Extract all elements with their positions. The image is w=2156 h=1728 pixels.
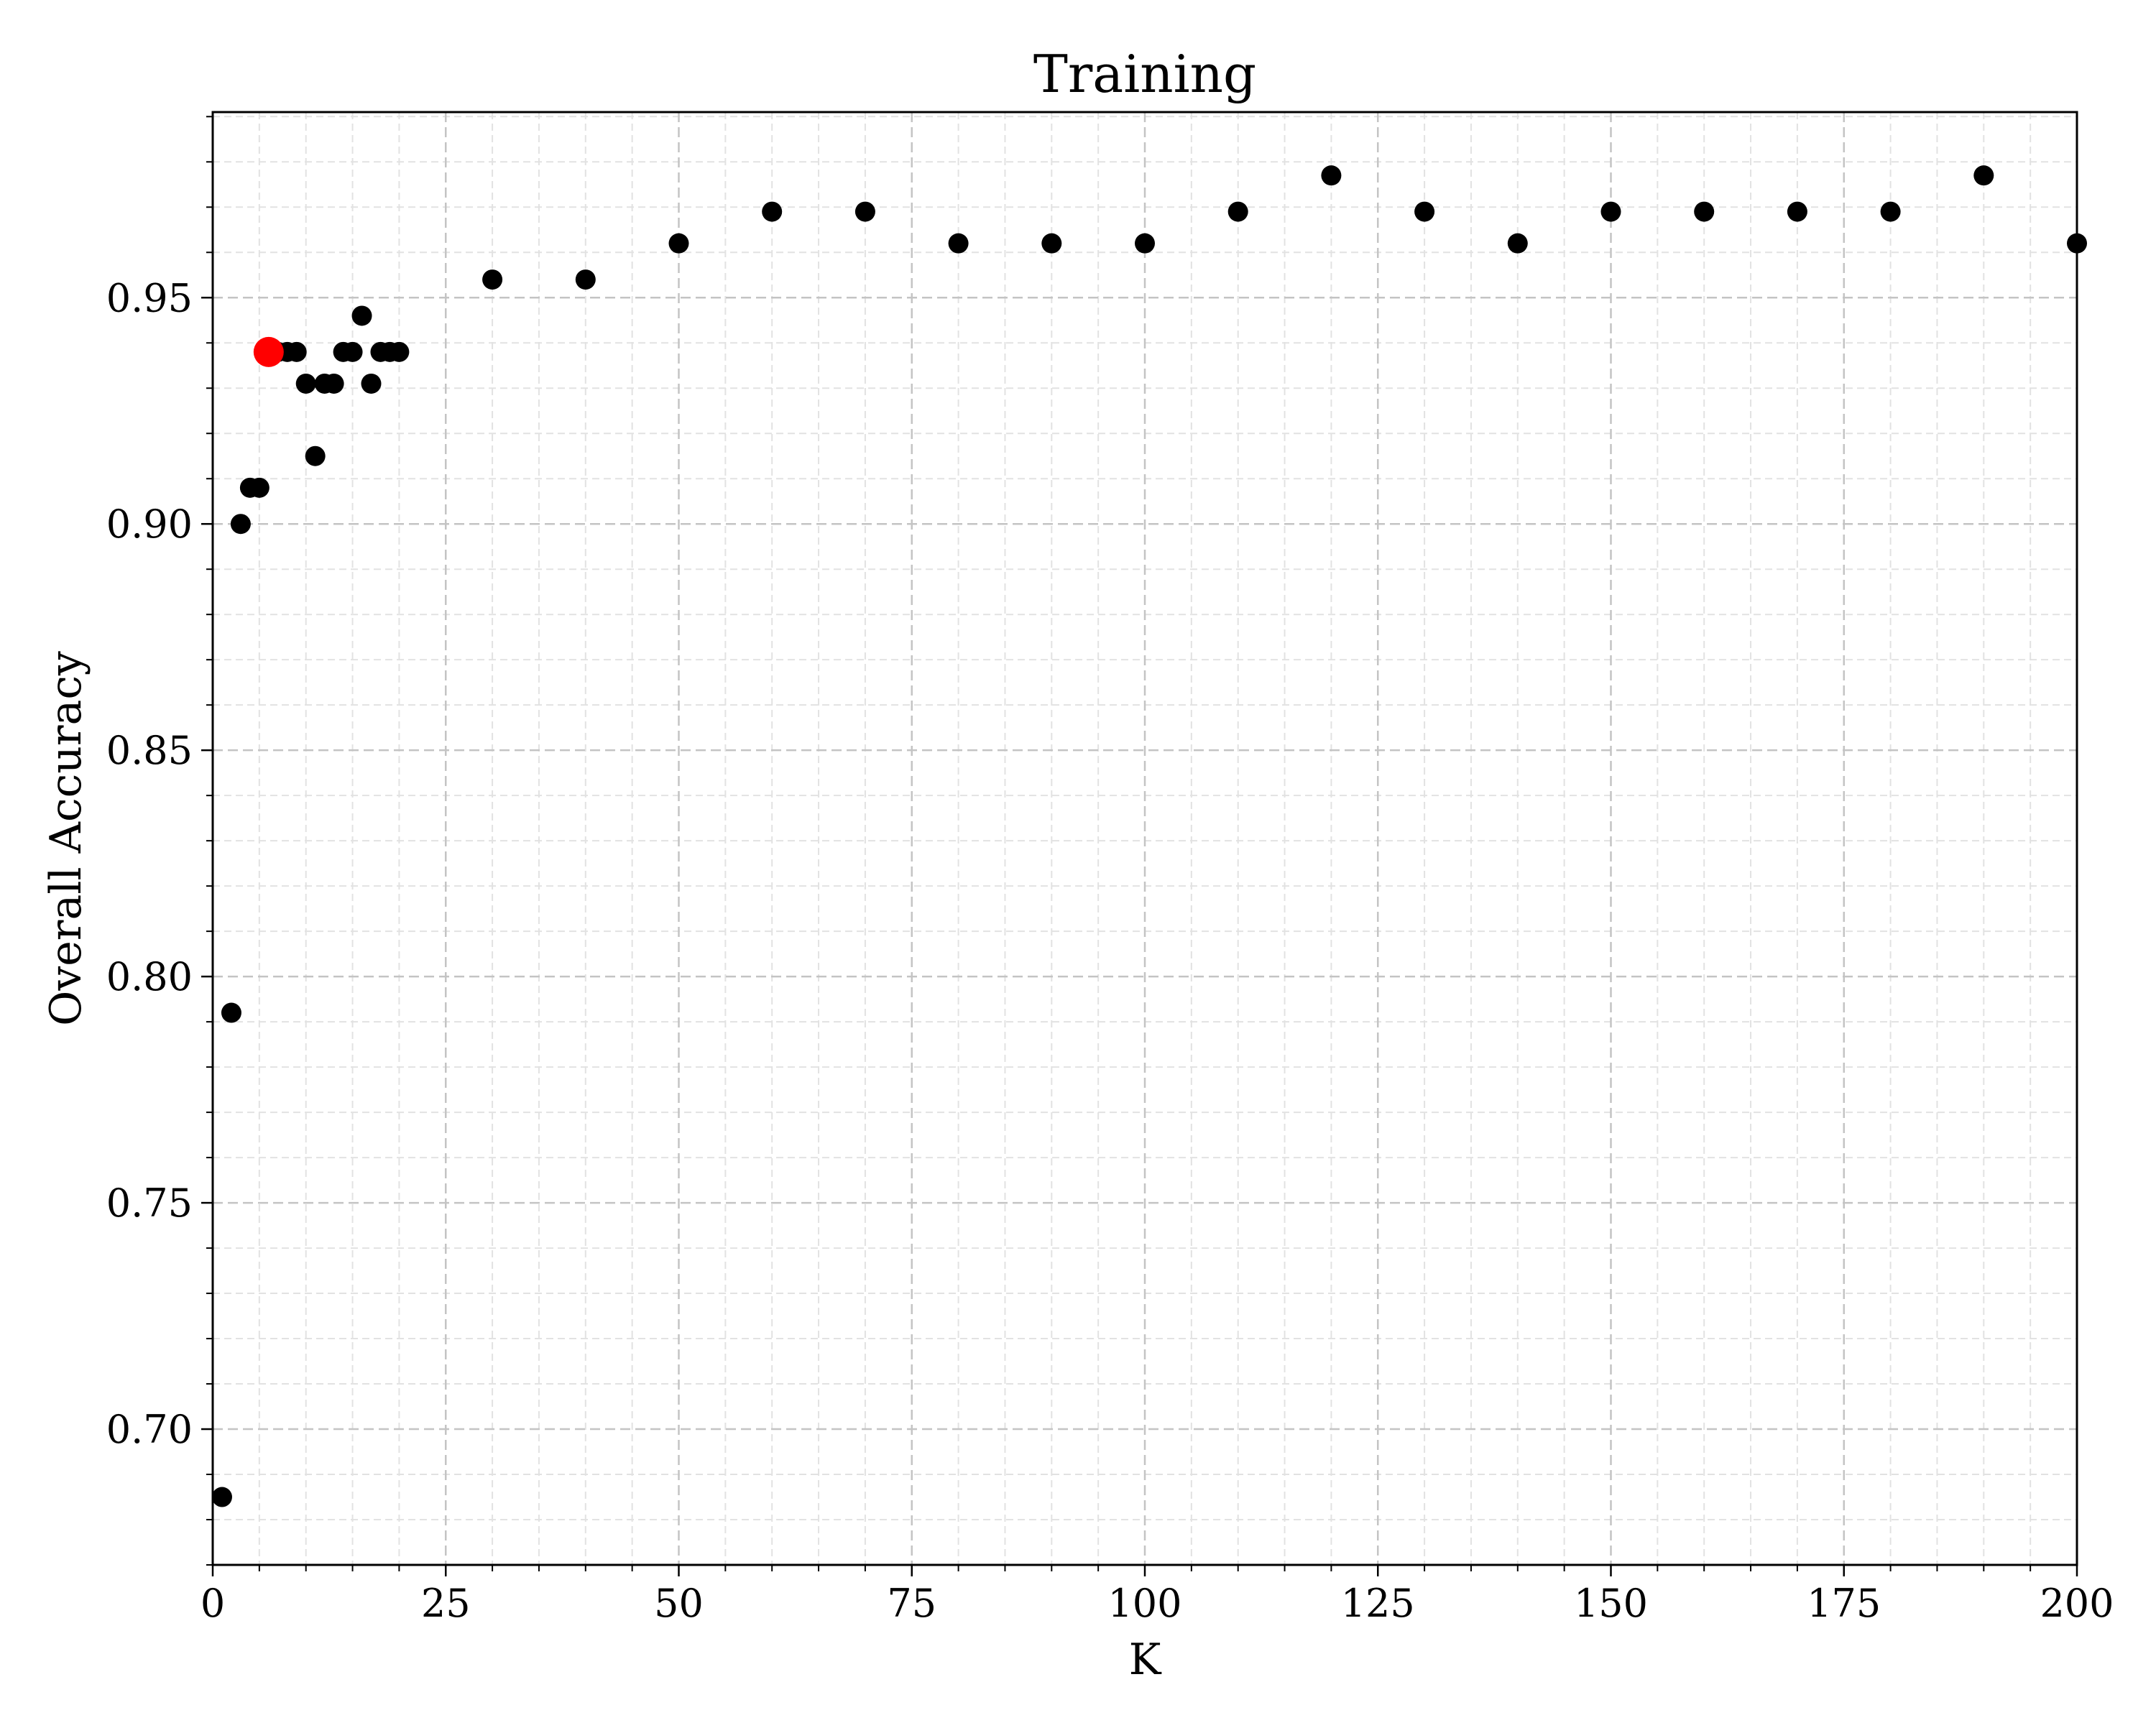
data-point [762,201,783,222]
x-tick-label: 25 [421,1581,471,1626]
data-point [305,445,326,466]
data-point [1600,201,1621,222]
y-tick-label: 0.90 [106,502,193,547]
data-point [1880,201,1901,222]
x-tick-label: 150 [1574,1581,1648,1626]
y-tick-label: 0.95 [106,275,193,320]
x-tick-label: 75 [887,1581,936,1626]
data-point [230,514,251,535]
axis-ticks: 0 25 50 75 100 125 150 175 200 0.70 0.75 0.80 0.85 0.… [106,116,2114,1626]
x-tick-label: 0 [201,1581,225,1626]
data-point [1321,165,1342,186]
y-tick-label: 0.85 [106,728,193,773]
x-tick-label: 175 [1807,1581,1881,1626]
y-axis-label: Overall Accuracy [41,651,91,1026]
data-point [1787,201,1807,222]
y-tick-label: 0.70 [106,1407,193,1452]
data-point [221,1002,241,1023]
x-tick-label: 100 [1107,1581,1181,1626]
grid [213,112,2077,1566]
data-point [1227,201,1248,222]
data-point [1041,233,1062,254]
data-point [286,341,307,362]
data-point [211,1487,232,1507]
data-point [668,233,689,254]
data-point [1507,233,1528,254]
data-point [1973,165,1994,186]
x-tick-label: 200 [2040,1581,2114,1626]
data-point [1135,233,1155,254]
data-point [323,373,344,394]
data-point [361,373,382,394]
highlight-point [253,336,284,367]
x-tick-label: 125 [1341,1581,1415,1626]
data-point [948,233,969,254]
data-point [351,305,372,326]
x-axis-label: K [1129,1635,1162,1685]
data-point [249,477,270,498]
data-point [575,269,596,290]
data-point [1414,201,1435,222]
data-point [295,373,316,394]
y-tick-label: 0.75 [106,1181,193,1226]
x-tick-label: 50 [654,1581,704,1626]
data-point [854,201,875,222]
chart-title: Training [1033,44,1256,104]
data-point [1694,201,1715,222]
data-point [482,269,503,290]
data-point [342,341,363,362]
data-point [389,341,410,362]
y-tick-label: 0.80 [106,954,193,999]
data-points [211,165,2087,1507]
